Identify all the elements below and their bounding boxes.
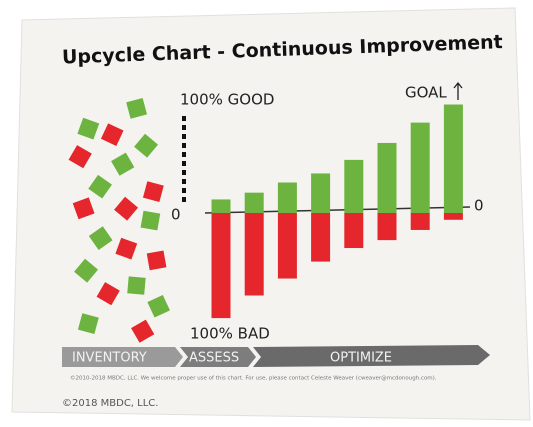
y-tick-label: 0 xyxy=(171,206,181,224)
bar xyxy=(278,213,297,279)
bar xyxy=(311,213,330,262)
y-tick-label: 0 xyxy=(474,197,484,215)
y-tick-label: 100% BAD xyxy=(190,325,270,343)
stage-label: ASSESS xyxy=(189,351,239,366)
y-tick-label: 100% GOOD xyxy=(180,91,274,109)
stage-label: INVENTORY xyxy=(72,351,147,366)
stage-label: OPTIMIZE xyxy=(330,351,392,366)
bar xyxy=(411,123,430,213)
bar xyxy=(245,193,264,213)
footer-notice: ©2010-2018 MBDC, LLC. We welcome proper … xyxy=(70,375,437,382)
goal-label: GOAL xyxy=(405,84,447,102)
bar xyxy=(278,182,297,213)
bar xyxy=(344,160,363,213)
bar xyxy=(411,213,430,230)
chart: Upcycle Chart - Continuous Improvement ©… xyxy=(0,0,533,427)
bar xyxy=(378,143,397,213)
bar xyxy=(212,213,231,318)
bar xyxy=(378,213,397,240)
bar xyxy=(212,199,231,213)
bar xyxy=(444,105,463,213)
bar xyxy=(245,213,264,295)
footer-copyright: ©2018 MBDC, LLC. xyxy=(62,398,158,409)
bar xyxy=(444,213,463,220)
bar xyxy=(344,213,363,248)
bar xyxy=(311,173,330,213)
